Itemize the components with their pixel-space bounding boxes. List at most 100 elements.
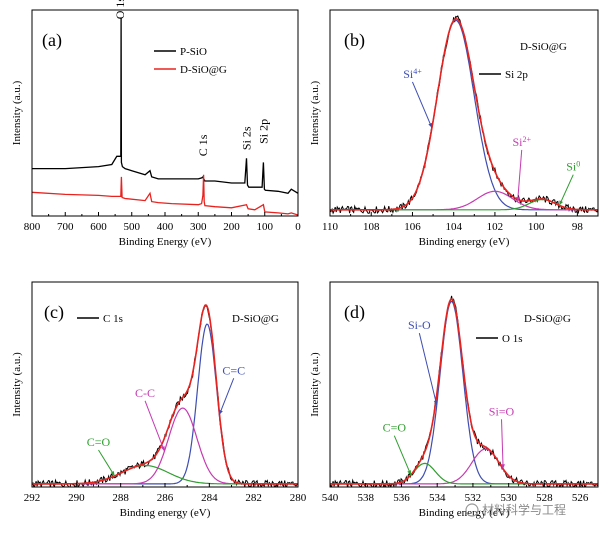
legend-label: D-SiO@G (180, 64, 227, 76)
axes-frame (329, 9, 599, 217)
x-tick-label: 536 (393, 492, 410, 504)
peak-arrow (418, 333, 438, 406)
x-tick-label: 528 (536, 492, 553, 504)
panel-label: (b) (344, 30, 365, 51)
x-tick-label: 286 (157, 492, 174, 504)
watermark-text: 材料科学与工程 (482, 502, 566, 517)
sample-label: D-SiO@G (524, 313, 571, 325)
peak-arrowhead (160, 446, 165, 452)
x-tick-label: 800 (24, 221, 41, 233)
peak-arrowhead (407, 470, 411, 476)
sample-label: D-SiO@G (520, 41, 567, 53)
x-tick-label: 108 (363, 221, 380, 233)
watermark-icon (465, 503, 479, 517)
watermark: 材料科学与工程 (465, 502, 566, 517)
x-tick-label: 538 (357, 492, 374, 504)
x-tick-label: 282 (245, 492, 262, 504)
peak-label: Si2+ (512, 134, 531, 149)
panel-d: 540 538 536 534 532 530 528 526 Binding energy (… (309, 281, 599, 519)
y-axis-label: Intensity (a.u.) (11, 80, 23, 145)
peak-label: C=C (222, 363, 245, 377)
component-si-o (330, 300, 598, 485)
panel-label: (c) (44, 302, 64, 323)
peak-label: Si-O (408, 318, 431, 332)
x-axis-label: Binding energy (eV) (419, 507, 510, 519)
x-axis-label: Binding energy (eV) (120, 507, 211, 519)
plot-area (32, 304, 298, 487)
peak-label: O 1s (113, 0, 127, 19)
x-tick-label: 500 (124, 221, 141, 233)
panel-b: 110 108 106 104 102 100 98 Binding energy (eV) I… (309, 9, 599, 248)
x-tick-label: 526 (572, 492, 589, 504)
axes-frame (329, 281, 599, 488)
axes-frame (31, 9, 299, 217)
x-tick-label: 100 (528, 221, 545, 233)
peak-label: C 1s (196, 134, 210, 156)
x-tick-label: 534 (429, 492, 446, 504)
series-p-sio (32, 18, 298, 195)
y-axis-label: Intensity (a.u.) (309, 80, 321, 145)
component-si-o (330, 448, 598, 485)
peak-arrow (412, 81, 433, 129)
component-c-o (32, 464, 298, 485)
x-tick-label: 290 (68, 492, 85, 504)
x-tick-label: 98 (572, 221, 584, 233)
legend-label: O 1s (502, 333, 522, 345)
series-d-sio-g (32, 174, 298, 216)
fit-envelope-line (330, 298, 598, 485)
plot-area (330, 295, 598, 487)
raw-data-line (32, 304, 298, 487)
x-tick-label: 100 (257, 221, 274, 233)
x-tick-label: 284 (201, 492, 218, 504)
peak-arrowhead (110, 471, 115, 476)
component-si2- (330, 190, 598, 211)
sample-label: D-SiO@G (232, 313, 279, 325)
peak-label-sup: 0 (576, 159, 580, 168)
peak-label: C=O (383, 421, 407, 435)
peak-arrowhead (501, 464, 505, 469)
peak-label-sup: 2+ (522, 134, 531, 143)
x-tick-label: 280 (290, 492, 307, 504)
x-axis-label: Binding energy (eV) (419, 236, 510, 248)
peak-arrow (218, 378, 235, 415)
panel-c: 292 290 288 286 284 282 280 Binding energy (eV)… (11, 281, 307, 519)
fit-envelope-line (32, 304, 298, 485)
peak-label: Si=O (489, 404, 515, 418)
component-c-c (32, 323, 298, 485)
x-tick-label: 104 (445, 221, 462, 233)
plot-area (32, 18, 298, 216)
peak-arrow (98, 449, 115, 477)
x-tick-label: 0 (295, 221, 301, 233)
x-axis-label: Binding Energy (eV) (119, 236, 212, 248)
x-tick-label: 532 (465, 492, 482, 504)
component-c-c (32, 407, 298, 485)
panel-label: (a) (42, 30, 62, 51)
x-tick-label: 300 (190, 221, 207, 233)
peak-arrowhead (428, 122, 432, 128)
fit-envelope-line (330, 17, 598, 211)
x-tick-label: 700 (57, 221, 74, 233)
peak-label: C-C (135, 386, 155, 400)
peak-arrowhead (433, 400, 438, 406)
peak-label: Si0 (566, 159, 580, 174)
x-tick-label: 288 (112, 492, 129, 504)
peak-label: Si 2p (256, 119, 270, 144)
x-tick-label: 110 (322, 221, 339, 233)
x-tick-label: 600 (90, 221, 107, 233)
peak-arrowhead (219, 409, 223, 415)
legend-label: P-SiO (180, 46, 207, 58)
peak-arrowhead (559, 200, 564, 206)
peak-arrowhead (516, 197, 520, 202)
peak-label: Si 2s (239, 126, 253, 150)
peak-arrow (517, 149, 523, 202)
peak-arrow (558, 174, 574, 206)
legend-label: C 1s (103, 313, 123, 325)
peak-arrow (393, 435, 412, 476)
peak-label-sup: 4+ (413, 66, 422, 75)
plot-area (330, 15, 598, 215)
peak-label: C=O (87, 435, 111, 449)
peak-arrow (501, 419, 504, 469)
peak-arrow (144, 400, 165, 452)
y-axis-label: Intensity (a.u.) (309, 352, 321, 417)
